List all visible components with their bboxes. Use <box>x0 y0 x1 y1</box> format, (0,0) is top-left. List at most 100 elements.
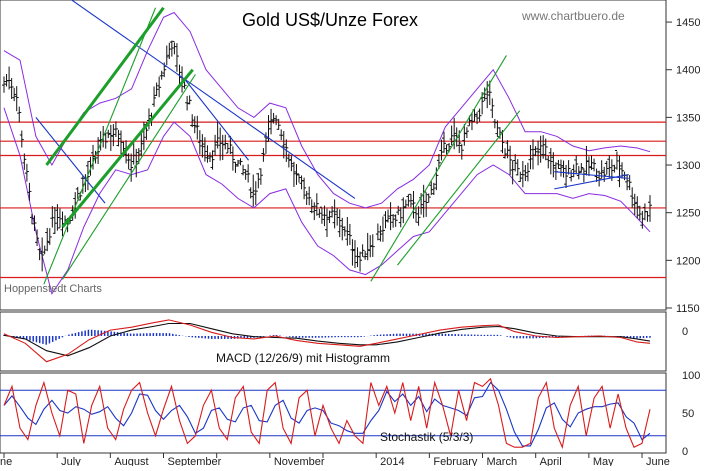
ohlc-bar <box>485 81 490 109</box>
ohlc-bar <box>174 43 179 72</box>
ohlc-bar <box>393 214 398 227</box>
ohlc-bar <box>380 216 385 242</box>
ohlc-bar <box>614 150 619 170</box>
ohlc-bar <box>515 159 520 176</box>
y-tick-label: 1250 <box>676 208 700 220</box>
ohlc-bar <box>52 207 57 234</box>
ohlc-bar <box>579 162 584 173</box>
x-tick-label: May <box>593 456 614 466</box>
ohlc-bar <box>637 205 642 221</box>
ohlc-bar <box>548 147 553 175</box>
ohlc-bar <box>513 154 518 172</box>
trend-line <box>184 78 250 161</box>
x-tick-label: August <box>114 456 148 466</box>
x-tick-label: April <box>540 456 562 466</box>
ohlc-bar <box>251 174 256 207</box>
ohlc-bar <box>291 161 296 187</box>
ohlc-bar <box>202 137 207 162</box>
ohlc-bar <box>538 135 543 163</box>
ohlc-bar <box>630 187 635 208</box>
ohlc-bar <box>248 187 253 199</box>
y-tick-label: 1350 <box>676 112 700 124</box>
ohlc-bar <box>475 112 480 125</box>
stoch-label: Stochastik (5/3/3) <box>380 430 473 444</box>
ohlc-bar <box>531 139 536 170</box>
ohlc-bar <box>340 217 345 241</box>
ohlc-bar <box>314 193 319 216</box>
ohlc-bar <box>108 124 113 151</box>
ohlc-bar <box>589 155 594 170</box>
ohlc-bar <box>256 172 261 189</box>
ohlc-bar <box>27 182 32 201</box>
ohlc-bar <box>459 144 464 160</box>
ohlc-bar <box>319 206 324 224</box>
ohlc-bar <box>215 121 220 149</box>
ohlc-bar <box>569 169 574 182</box>
trend-line <box>554 171 629 179</box>
trend-channel-line <box>61 68 194 228</box>
ohlc-bar <box>276 118 281 130</box>
ohlc-bar <box>408 193 413 208</box>
ohlc-bar <box>24 163 29 182</box>
ohlc-bar <box>230 146 235 171</box>
ohlc-bar <box>546 155 551 169</box>
ohlc-bar <box>487 80 492 105</box>
ohlc-bar <box>490 98 495 119</box>
ohlc-bar <box>317 208 322 218</box>
ohlc-bar <box>635 196 640 219</box>
ohlc-bar <box>508 145 513 176</box>
ohlc-bar <box>444 144 449 155</box>
ohlc-bar <box>431 182 436 195</box>
ohlc-bar <box>571 164 576 178</box>
ohlc-bar <box>327 210 332 223</box>
ohlc-bar <box>200 134 205 158</box>
ohlc-bar <box>106 129 111 139</box>
ohlc-bar <box>378 225 383 242</box>
ohlc-bar <box>403 199 408 209</box>
ohlc-bar <box>42 245 47 255</box>
ohlc-bar <box>401 197 406 224</box>
ohlc-bar <box>632 193 637 216</box>
stoch-y-tick-label: 0 <box>682 446 688 458</box>
ohlc-bar <box>469 112 474 131</box>
ohlc-bar <box>57 208 62 229</box>
ohlc-bar <box>139 133 144 157</box>
ohlc-bar <box>561 160 566 178</box>
ohlc-bar <box>304 190 309 206</box>
ohlc-bar <box>495 120 500 137</box>
ohlc-bar <box>414 207 419 223</box>
ohlc-bar <box>350 239 355 266</box>
ohlc-bar <box>129 153 134 182</box>
ohlc-bar <box>536 140 541 166</box>
ohlc-bar <box>525 162 530 182</box>
ohlc-bar <box>375 223 380 241</box>
ohlc-bar <box>167 42 172 60</box>
ohlc-bar <box>113 121 118 137</box>
ohlc-bar <box>210 150 215 170</box>
ohlc-bar <box>286 153 291 168</box>
ohlc-bar <box>556 159 561 169</box>
ohlc-bar <box>213 134 218 156</box>
ohlc-bar <box>360 244 365 257</box>
ohlc-bar <box>307 186 312 206</box>
watermark: www.chartbuero.de <box>521 9 625 23</box>
ohlc-bar <box>154 82 159 97</box>
ohlc-bar <box>368 235 373 258</box>
ohlc-bar <box>592 158 597 172</box>
ohlc-bar <box>648 195 652 222</box>
ohlc-bar <box>45 227 50 252</box>
ohlc-bar <box>35 229 40 247</box>
ohlc-bar <box>185 95 190 111</box>
ohlc-bar <box>510 160 515 185</box>
ohlc-bar <box>352 240 357 269</box>
ohlc-bar <box>269 108 274 135</box>
ohlc-bar <box>208 152 213 163</box>
macd-line <box>3 319 651 363</box>
ohlc-bar <box>169 40 174 57</box>
ohlc-bar <box>627 175 632 191</box>
ohlc-bar <box>533 146 538 157</box>
ohlc-bar <box>302 177 307 200</box>
ohlc-bar <box>640 210 645 229</box>
ohlc-bar <box>574 155 579 175</box>
ohlc-bar <box>312 202 317 221</box>
